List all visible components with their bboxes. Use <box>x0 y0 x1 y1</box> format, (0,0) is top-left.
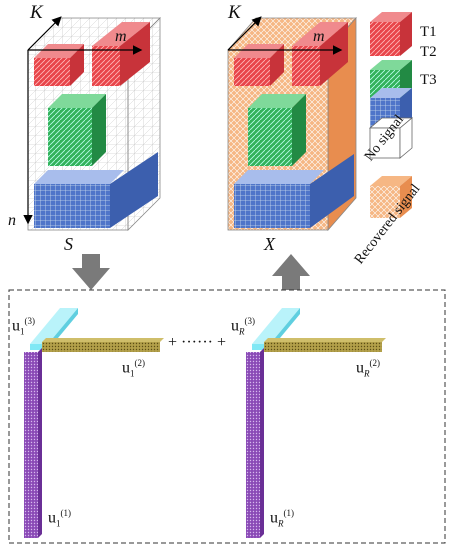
axis-n-label: n <box>8 212 16 229</box>
t2-block-top <box>48 94 106 108</box>
t3-block <box>34 184 110 228</box>
legend-label-t1: T1 <box>420 24 437 40</box>
axis-m-label: m <box>115 28 127 45</box>
factor-ur-2 <box>264 342 382 352</box>
x-axis-k-arrow <box>227 16 262 51</box>
t1-block <box>34 58 70 86</box>
x-t1-block-top-2 <box>292 22 348 46</box>
tensor-x <box>227 16 357 232</box>
tensor-s-label: S <box>64 234 73 254</box>
x-t1-block-top <box>234 44 284 58</box>
x-t2-block <box>248 108 292 166</box>
x-t1-block <box>234 58 270 86</box>
x-t1-block-2 <box>292 46 320 86</box>
t1-block-2 <box>92 46 120 86</box>
label-u1-2: u1(2) <box>122 358 145 379</box>
down-arrow <box>72 254 110 290</box>
rank-one-term-1 <box>24 308 164 538</box>
label-ur-2: uR(2) <box>356 358 380 379</box>
t2-block <box>48 108 92 166</box>
x-t2-block-side <box>292 94 306 166</box>
label-u1-3: u1(3) <box>12 316 35 337</box>
up-arrow <box>272 254 310 290</box>
sum-operator: + ······ + <box>168 334 227 351</box>
factor-ur-3-top <box>252 308 300 344</box>
factor-ur-2-top <box>264 338 386 342</box>
factor-u1-1 <box>24 352 38 538</box>
legend-label-t3: T3 <box>420 72 437 88</box>
x-t3-block <box>234 184 310 228</box>
label-ur-3: uR(3) <box>231 316 255 337</box>
x-t1-block-side <box>270 44 284 86</box>
factor-u1-1-side <box>38 348 42 538</box>
legend <box>368 12 414 218</box>
rank-one-term-r <box>246 308 386 538</box>
factor-u1-2-top <box>42 338 164 342</box>
label-ur-1: uR(1) <box>270 508 294 529</box>
legend-swatch-no-signal <box>368 117 414 159</box>
t3-block-top <box>34 170 124 184</box>
axis-k-arrow <box>27 16 62 51</box>
t1-block-top <box>34 44 84 58</box>
decomposition-box <box>8 289 446 544</box>
tensor-s <box>23 16 161 231</box>
t1-block-top-2 <box>92 22 150 46</box>
legend-label-t2: T2 <box>420 44 437 60</box>
x-t2-block-top <box>248 94 306 108</box>
factor-u1-2 <box>42 342 160 352</box>
factor-ur-1-side <box>260 348 264 538</box>
legend-swatch-recovered <box>370 176 412 218</box>
label-u1-1: u1(1) <box>48 508 71 529</box>
legend-swatch-t1 <box>370 12 412 56</box>
factor-ur-1 <box>246 352 260 538</box>
x-axis-k-label: K <box>228 2 241 23</box>
tensor-x-label: X <box>264 234 275 254</box>
x-t3-block-top <box>234 170 324 184</box>
x-t3-block-side <box>310 154 354 228</box>
x-axis-m-label: m <box>313 28 325 45</box>
t1-block-side <box>70 44 84 86</box>
t3-block-side <box>110 152 158 228</box>
t2-block-side <box>92 94 106 166</box>
axis-k-label: K <box>30 2 43 23</box>
factor-u1-3-top <box>30 308 78 344</box>
